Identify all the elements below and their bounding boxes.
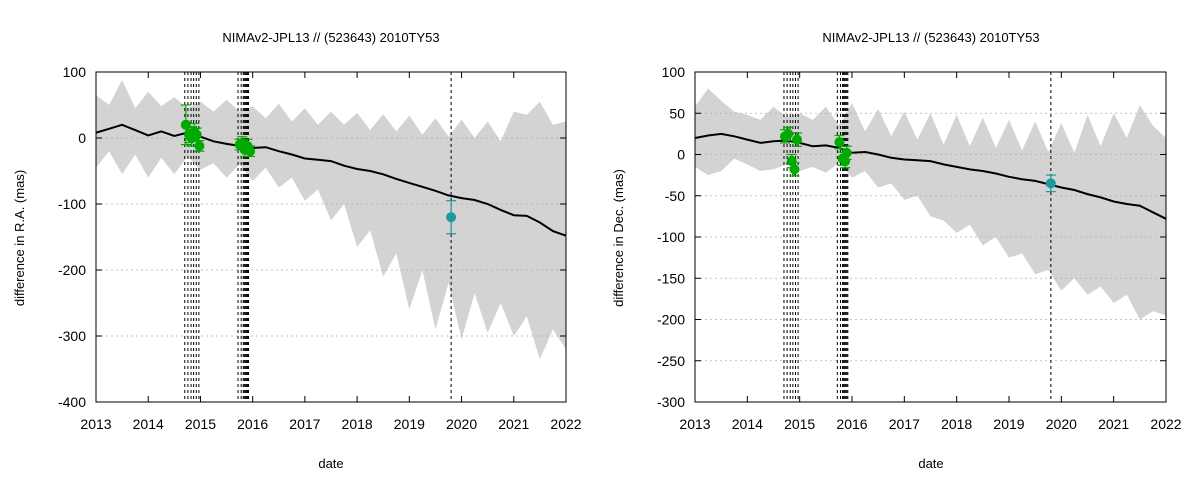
chart-ra-y-tick-label: 100 (63, 64, 87, 80)
chart-dec-x-tick-label: 2022 (1150, 416, 1181, 432)
chart-ra-x-tick-label: 2018 (342, 416, 373, 432)
chart-ra-x-tick-label: 2020 (446, 416, 477, 432)
chart-ra-x-tick-label: 2013 (80, 416, 111, 432)
chart-ra: NIMAv2-JPL13 // (523643) 2010TY53 differ… (12, 30, 582, 471)
chart-dec: NIMAv2-JPL13 // (523643) 2010TY53 differ… (611, 30, 1182, 471)
chart-dec-y-tick-label: 100 (662, 64, 686, 80)
chart-dec-x-tick-label: 2017 (889, 416, 920, 432)
chart-dec-x-tick-label: 2014 (732, 416, 763, 432)
chart-ra-x-tick-label: 2022 (550, 416, 581, 432)
chart-dec-observation-point (840, 156, 851, 167)
chart-ra-frame (95, 71, 567, 403)
chart-dec-uncertainty-band (695, 88, 1166, 320)
chart-dec-highlighted-point (1045, 178, 1056, 189)
chart-dec-observation-point (841, 147, 852, 158)
chart-ra-x-tick-label: 2021 (498, 416, 529, 432)
chart-dec-x-tick-label: 2013 (679, 416, 710, 432)
chart-dec-xlabel: date (918, 456, 943, 471)
chart-dec-x-tick-label: 2016 (836, 416, 867, 432)
chart-ra-x-tick-label: 2014 (133, 416, 164, 432)
chart-dec-x-tick-label: 2015 (784, 416, 815, 432)
chart-ra-observation-point (191, 129, 202, 140)
chart-dec-y-tick-label: -150 (657, 270, 685, 286)
chart-ra-highlighted-point (446, 212, 457, 223)
chart-dec-nominal-line (695, 132, 1166, 220)
chart-ra-xlabel: date (318, 456, 343, 471)
chart-dec-y-tick-label: -300 (657, 394, 685, 410)
chart-ra-x-tick-label: 2019 (394, 416, 425, 432)
chart-ra-y-tick-label: -300 (58, 328, 86, 344)
chart-dec-y-tick-label: -100 (657, 229, 685, 245)
chart-ra-x-tick-label: 2016 (237, 416, 268, 432)
chart-dec-y-tick-label: -250 (657, 353, 685, 369)
chart-ra-x-tick-label: 2017 (289, 416, 320, 432)
chart-ra-y-tick-label: -400 (58, 394, 86, 410)
chart-dec-plot: 2013 2014 2015 2016 2017 2018 2019 2020 2021 2022… (657, 64, 1182, 432)
chart-dec-ylabel: difference in Dec. (mas) (611, 169, 626, 307)
chart-dec-x-tick-label: 2020 (1046, 416, 1077, 432)
chart-dec-x-tick-label: 2019 (993, 416, 1024, 432)
chart-ra-y-tick-label: -100 (58, 196, 86, 212)
chart-dec-y-tick-label: 0 (677, 147, 685, 163)
chart-dec-inner (695, 72, 1166, 402)
chart-dec-x-tick-label: 2021 (1098, 416, 1129, 432)
chart-dec-observation-point (834, 137, 845, 148)
chart-dec-y-tick-label: -200 (657, 312, 685, 328)
chart-ra-y-tick-label: 0 (78, 130, 86, 146)
chart-ra-ylabel: difference in R.A. (mas) (12, 170, 27, 306)
chart-ra-nominal-line (96, 123, 566, 237)
chart-dec-y-tick-label: -50 (665, 188, 685, 204)
chart-ra-observation-point (245, 146, 256, 157)
chart-dec-y-tick-label: 50 (669, 105, 685, 121)
chart-ra-x-tick-label: 2015 (185, 416, 216, 432)
chart-dec-observation-point (789, 164, 800, 175)
chart-dec-observation-point (792, 134, 803, 145)
chart-ra-uncertainty-band (96, 79, 566, 360)
chart-dec-title: NIMAv2-JPL13 // (523643) 2010TY53 (822, 30, 1039, 45)
chart-dec-observation-point (783, 128, 794, 139)
chart-ra-observation-point (194, 140, 205, 151)
chart-dec-x-tick-label: 2018 (941, 416, 972, 432)
chart-ra-y-tick-label: -200 (58, 262, 86, 278)
chart-ra-title: NIMAv2-JPL13 // (523643) 2010TY53 (222, 30, 439, 45)
chart-ra-inner (96, 72, 566, 402)
chart-ra-plot: 2013 2014 2015 2016 2017 2018 2019 2020 2021 2022… (58, 64, 582, 432)
